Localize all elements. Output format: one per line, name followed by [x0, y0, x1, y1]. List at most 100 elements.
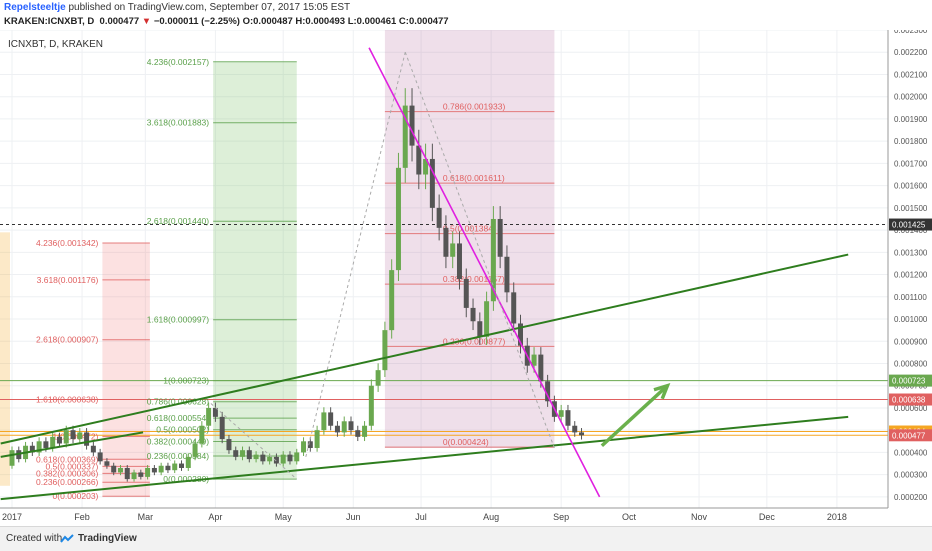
- candle-body: [572, 425, 578, 433]
- fib-red-1-level-label: 4.236(0.001342): [36, 238, 99, 248]
- up-arrow-head-icon: [653, 383, 671, 400]
- y-tick-label: 0.001800: [894, 137, 928, 146]
- candle-body: [226, 439, 232, 451]
- candle-body: [97, 452, 103, 462]
- down-triangle-icon: ▼: [141, 16, 152, 27]
- fib-red-2-level-label: 0.786(0.001933): [443, 102, 506, 112]
- candle-body: [579, 432, 585, 436]
- candle-body: [63, 430, 69, 444]
- y-tick-label: 0.000400: [894, 448, 928, 457]
- published-text: published on TradingView.com, September …: [68, 2, 351, 13]
- y-tick-label: 0.000900: [894, 337, 928, 346]
- candle-body: [490, 218, 496, 302]
- candle-body: [382, 330, 388, 371]
- projection-dash: [210, 403, 298, 480]
- tradingview-brand[interactable]: TradingView: [78, 533, 137, 544]
- candle-body: [402, 105, 408, 168]
- fib-red-1-level-label: 2.618(0.000907): [36, 335, 99, 345]
- x-tick-label: Dec: [759, 512, 776, 522]
- footer-bar: Created with TradingView: [0, 526, 932, 551]
- candle-body: [294, 452, 300, 462]
- candle-body: [219, 416, 225, 440]
- price-label-bg: [889, 374, 932, 387]
- candle-body: [43, 441, 49, 448]
- price-chart[interactable]: 4.236(0.001342) 3.618(0.001176) 2.618(0.00…: [0, 30, 932, 526]
- candle-body: [450, 243, 456, 257]
- fib-red-1-level-label: 0.5(0.000337): [45, 461, 98, 471]
- price-change: −0.000011 (−2.25%): [153, 16, 240, 27]
- trendline: [0, 415, 849, 501]
- created-with-text: Created with: [6, 533, 63, 544]
- candle-body: [395, 167, 401, 271]
- candle-body: [375, 370, 381, 386]
- fib-red-2-level-label: 0.382(0.001157): [443, 274, 505, 284]
- y-tick-label: 0.001500: [894, 204, 928, 213]
- ticker-label: KRAKEN:ICNXBT, D: [4, 16, 95, 27]
- author-link[interactable]: Repelsteeltje: [4, 2, 66, 13]
- candle-body: [511, 292, 517, 324]
- horizontal-lines: [0, 224, 888, 436]
- price-label: 0.000723: [892, 377, 926, 386]
- tradingview-logo-icon: [60, 534, 74, 543]
- candle-body: [470, 307, 476, 322]
- candle-body: [117, 467, 123, 473]
- fib-red-1-level-label: 1.618(0.000638): [36, 395, 99, 405]
- y-tick-label: 0.001400: [894, 226, 928, 235]
- x-tick-label: Apr: [208, 512, 222, 522]
- candle-body: [172, 463, 178, 471]
- candle-body: [212, 407, 218, 417]
- fib-green-level-label: 1(0.000723): [163, 376, 209, 386]
- x-tick-label: Nov: [691, 512, 708, 522]
- candle-body: [341, 421, 347, 433]
- y-tick-label: 0.001700: [894, 159, 928, 168]
- symbol-label: ICNXBT, D, KRAKEN: [8, 39, 103, 50]
- candle-body: [260, 454, 266, 462]
- fib-red-1-level-label: 3.618(0.001176): [37, 275, 99, 285]
- chart-header: Repelsteeltje published on TradingView.c…: [0, 0, 932, 28]
- candle-body: [151, 467, 157, 473]
- x-tick-label: Sep: [553, 512, 569, 522]
- candle-body: [443, 227, 449, 257]
- candle-body: [456, 243, 462, 280]
- candle-body: [280, 454, 286, 464]
- x-tick-label: May: [275, 512, 293, 522]
- price-label: 0.000638: [892, 396, 926, 405]
- candle-body: [111, 465, 117, 473]
- candle-body: [36, 441, 42, 453]
- fib-green-level-label: 0(0.000280): [163, 474, 209, 484]
- candle-body: [138, 472, 144, 477]
- candle-body: [192, 443, 198, 457]
- fib-green-level-label: 0.236(0.000384): [147, 451, 210, 461]
- candle-body: [477, 321, 483, 337]
- candle-body: [334, 425, 340, 433]
- candle-body: [233, 450, 239, 457]
- candle-body: [267, 456, 273, 462]
- y-tick-label: 0.000800: [894, 359, 928, 368]
- candle-body: [70, 430, 76, 440]
- ohlc-line: KRAKEN:ICNXBT, D 0.000477 ▼ −0.000011 (−…: [4, 16, 449, 27]
- candle-body: [368, 385, 374, 426]
- y-tick-label: 0.002100: [894, 70, 928, 79]
- y-tick-label: 0.002300: [894, 30, 928, 35]
- x-tick-label: Oct: [622, 512, 637, 522]
- y-tick-label: 0.001000: [894, 315, 928, 324]
- candle-body: [463, 279, 469, 308]
- candle-body: [273, 456, 279, 464]
- fib-green-level-label: 1.618(0.000997): [147, 315, 210, 325]
- fib-red-2-level-label: 0.5(0.001384): [443, 224, 496, 234]
- fib-green-level-label: 0.786(0.000628): [147, 397, 210, 407]
- fib-green-level-label: 2.618(0.001440): [147, 216, 210, 226]
- fib-red-1-level-label: 0.618(0.000369): [36, 454, 99, 464]
- ohlc-values: O:0.000487 H:0.000493 L:0.000461 C:0.000…: [242, 16, 449, 27]
- y-tick-label: 0.001300: [894, 248, 928, 257]
- price-label-bg: [889, 393, 932, 406]
- candle-body: [9, 450, 15, 466]
- candle-body: [348, 421, 354, 431]
- candle-body: [253, 454, 259, 460]
- candle-body: [124, 467, 130, 480]
- fib-red-1-zone: [102, 242, 150, 497]
- price-label: 0.000477: [892, 431, 926, 440]
- time-axis: 2017 Feb Mar Apr May Jun Jul Aug Sep Oct Nov Dec 201…: [0, 507, 888, 522]
- candle-body: [301, 441, 307, 453]
- price-label-bg: [889, 429, 932, 442]
